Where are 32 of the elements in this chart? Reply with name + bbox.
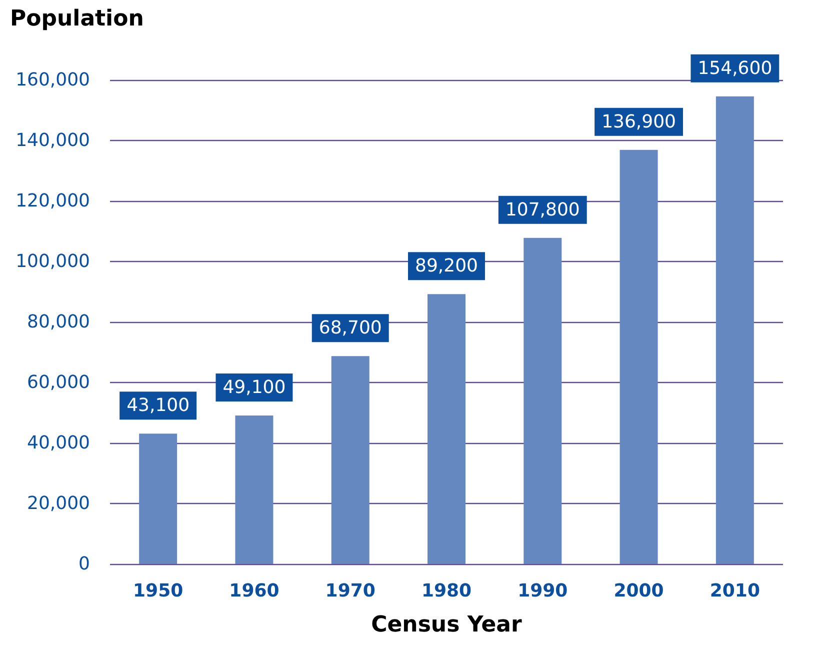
data-label: 68,700	[318, 318, 382, 339]
y-tick-label: 80,000	[27, 312, 90, 332]
y-axis-title: Population	[10, 6, 144, 32]
y-tick-label: 140,000	[16, 130, 90, 151]
y-tick-label: 40,000	[27, 432, 90, 454]
x-tick-label: 1960	[229, 580, 280, 602]
y-tick-label: 160,000	[16, 70, 90, 90]
data-label: 49,100	[222, 376, 286, 398]
bar	[428, 294, 466, 564]
bar	[139, 434, 178, 564]
x-tick-label: 2010	[710, 580, 760, 602]
y-tick-label: 100,000	[16, 251, 90, 272]
bar	[620, 150, 658, 564]
x-axis-title: Census Year	[371, 612, 522, 638]
x-tick-label: 1950	[133, 580, 184, 602]
bar	[331, 356, 370, 564]
data-label: 107,800	[505, 199, 580, 220]
bar	[716, 96, 754, 564]
data-label: 89,200	[415, 256, 478, 277]
y-tick-label: 20,000	[27, 493, 90, 514]
x-tick-label: 2000	[614, 580, 664, 602]
y-tick-label: 120,000	[16, 190, 90, 212]
y-tick-label: 0	[78, 554, 90, 574]
x-tick-label: 1990	[518, 580, 568, 602]
x-tick-label: 1980	[421, 580, 472, 602]
data-label: 43,100	[126, 395, 190, 416]
data-label: 154,600	[698, 58, 772, 79]
x-tick-label: 1970	[325, 580, 376, 602]
y-tick-label: 60,000	[27, 372, 90, 393]
bar	[524, 238, 562, 564]
bar	[235, 415, 274, 564]
data-label: 136,900	[602, 111, 676, 132]
